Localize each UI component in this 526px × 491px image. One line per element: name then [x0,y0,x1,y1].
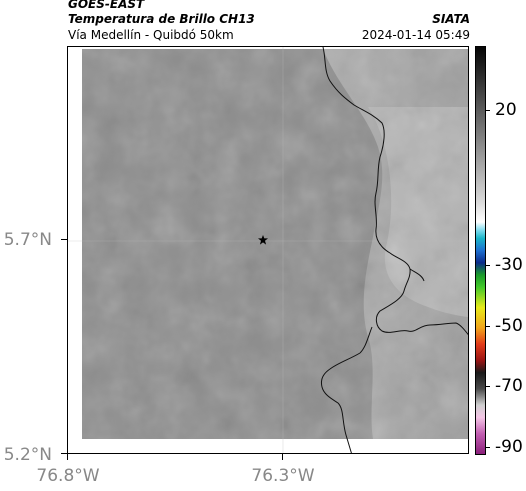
star-icon [258,235,268,245]
lat-tick [61,239,67,240]
colorbar-label-minus-90: -90 [495,437,523,457]
boundary-connector [359,326,373,354]
latitude-label-5-7: 5.7°N [3,230,52,250]
longitude-label-76-8: 76.8°W [36,466,100,486]
location-label: Vía Medellín - Quibdó 50km [68,28,234,42]
colorbar-tick [486,447,490,448]
colorbar-tick [486,265,490,266]
longitude-label-76-3: 76.3°W [251,466,315,486]
colorbar-label-minus-30: -30 [495,255,523,275]
cloud-texture [82,49,468,439]
datetime-label: 2024-01-14 05:49 [361,28,470,42]
boundary-line [322,47,468,336]
brightness-temperature-map [68,47,468,453]
colorbar-label-minus-70: -70 [495,376,523,396]
map-panel[interactable] [67,46,469,454]
satellite-source-title: GOES-EAST [68,0,145,11]
lon-tick [67,454,68,460]
product-title: Temperatura de Brillo CH13 [68,12,255,26]
southern-boundary-line [321,352,361,453]
lat-tick [61,453,67,454]
colorbar-label-minus-50: -50 [495,316,523,336]
colorbar-tick [486,386,490,387]
colorbar-tick [486,110,490,111]
agency-label: SIATA [432,12,470,26]
colorbar-gradient [476,47,485,454]
lon-tick [282,454,283,460]
latitude-label-5-2: 5.2°N [3,445,52,465]
colorbar [475,46,486,455]
colorbar-label-20: 20 [495,100,517,120]
boundary-branch [409,268,425,282]
colorbar-tick [486,326,490,327]
